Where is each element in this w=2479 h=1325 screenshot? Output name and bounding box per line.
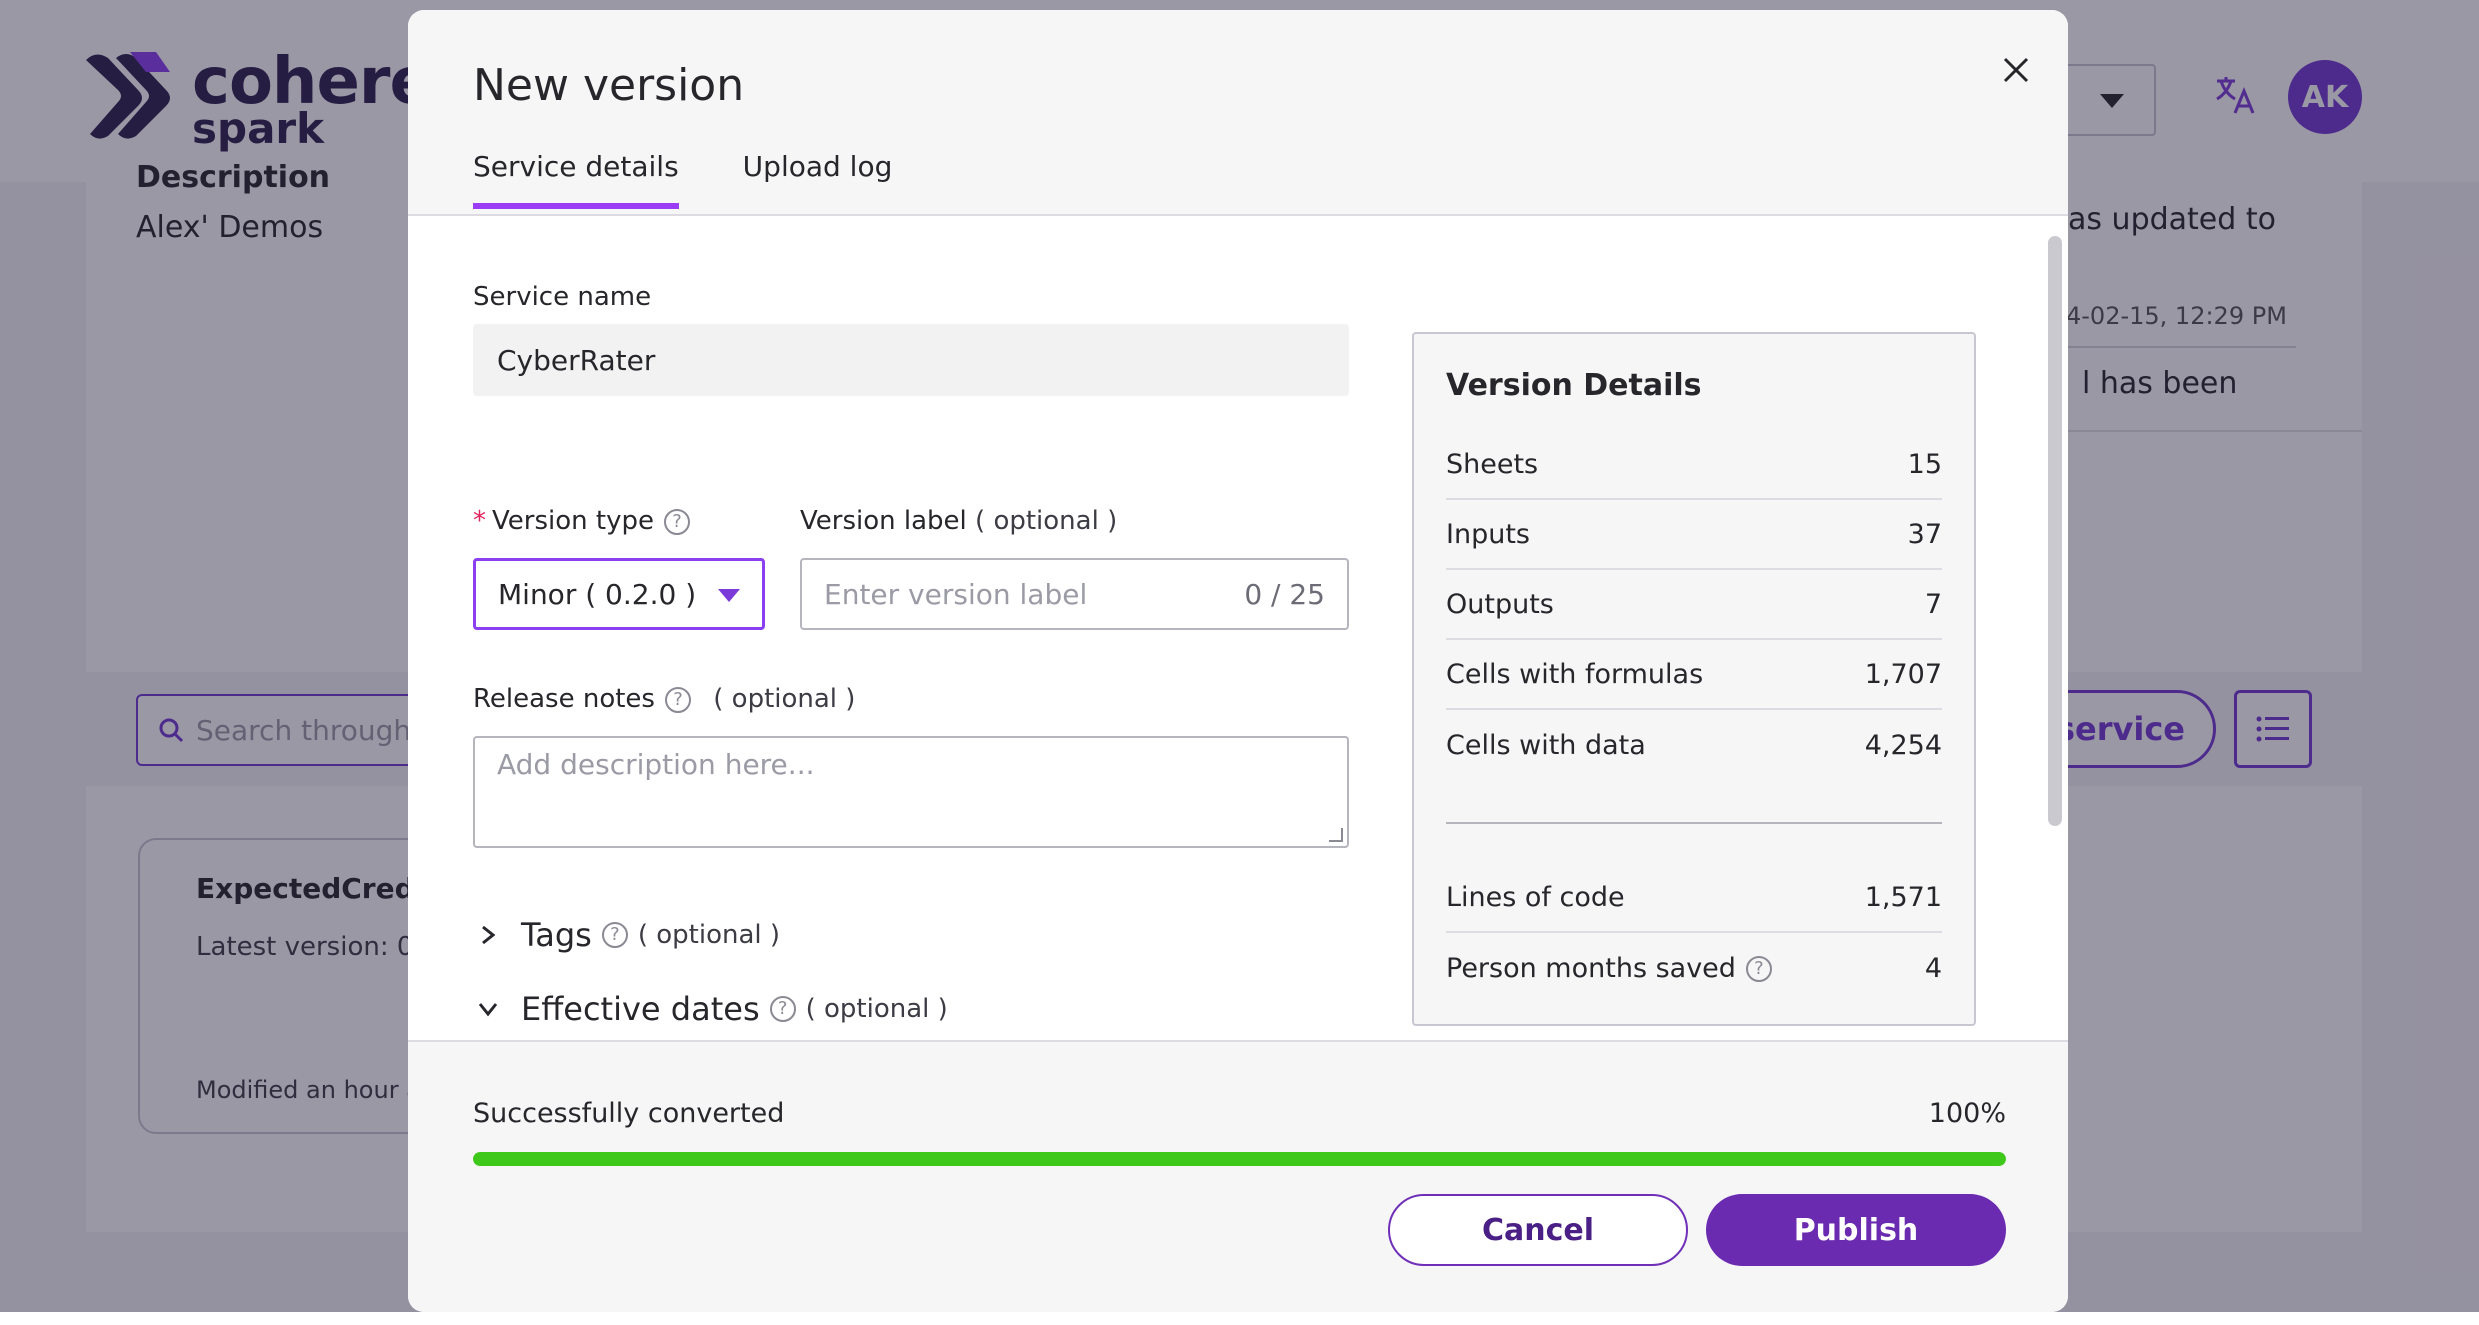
- detail-value: 1,707: [1864, 658, 1942, 690]
- publish-button[interactable]: Publish: [1706, 1194, 2006, 1266]
- version-type-select[interactable]: Minor ( 0.2.0 ): [473, 558, 765, 630]
- help-icon[interactable]: ?: [1745, 956, 1772, 982]
- detail-row-inputs: Inputs 37: [1446, 500, 1942, 570]
- version-type-label: Version type: [492, 506, 654, 536]
- cohere-logo-icon: [86, 52, 170, 139]
- tags-section-toggle[interactable]: Tags? ( optional ): [473, 916, 780, 954]
- dialog-footer: Successfully converted 100% Cancel Publi…: [408, 1040, 2068, 1312]
- version-details-panel: Version Details Sheets 15 Inputs 37 Outp…: [1412, 332, 1976, 1026]
- service-name-label: Service name: [473, 282, 652, 312]
- detail-value: 15: [1907, 448, 1942, 480]
- version-label-field[interactable]: Enter version label 0 / 25: [800, 558, 1349, 630]
- resize-handle-icon[interactable]: [1329, 828, 1343, 842]
- detail-row-lines-of-code: Lines of code 1,571: [1446, 863, 1942, 933]
- detail-label: Lines of code: [1446, 881, 1625, 913]
- logo-sub-text: spark: [192, 104, 325, 153]
- activity-text-2: l has been: [2082, 366, 2238, 401]
- help-icon[interactable]: ?: [664, 686, 691, 713]
- dialog-title: New version: [473, 60, 745, 111]
- search-icon: [159, 718, 184, 743]
- detail-row-outputs: Outputs 7: [1446, 570, 1942, 640]
- release-notes-label: Release notes: [473, 684, 655, 714]
- version-label-label: Version label: [800, 506, 967, 536]
- detail-value: 1,571: [1864, 881, 1942, 913]
- dialog-body: Service name CyberRater * Version type? M…: [408, 216, 2068, 1050]
- close-icon: [2003, 57, 2029, 83]
- detail-label: Cells with data: [1446, 729, 1646, 761]
- optional-text: ( optional ): [975, 506, 1118, 536]
- help-icon[interactable]: ?: [663, 508, 690, 535]
- conversion-percent: 100%: [1928, 1098, 2006, 1129]
- section-divider: [1980, 430, 2362, 432]
- dialog-header: New version Service details Upload log: [408, 10, 2068, 216]
- activity-timestamp: 4-02-15, 12:29 PM: [2066, 302, 2287, 330]
- close-button[interactable]: [1992, 46, 2040, 94]
- detail-value: 37: [1907, 518, 1942, 550]
- cancel-button[interactable]: Cancel: [1388, 1194, 1688, 1266]
- search-placeholder: Search through s: [196, 713, 435, 747]
- tab-service-details[interactable]: Service details: [473, 150, 679, 209]
- detail-row-sheets: Sheets 15: [1446, 430, 1942, 500]
- user-avatar[interactable]: AK: [2288, 60, 2362, 134]
- chevron-down-icon: [473, 994, 503, 1024]
- optional-text: ( optional ): [805, 994, 948, 1024]
- service-tile-title: ExpectedCredit: [196, 872, 438, 905]
- detail-label: Outputs: [1446, 588, 1554, 620]
- effective-dates-label: Effective dates: [521, 990, 760, 1028]
- detail-row-cells-with-data: Cells with data 4,254: [1446, 710, 1942, 780]
- service-tile-modified: Modified an hour a: [196, 1076, 421, 1104]
- chevron-right-icon: [473, 920, 503, 950]
- character-counter: 0 / 25: [1244, 577, 1325, 611]
- service-tile-version: Latest version: 0.: [196, 932, 422, 962]
- version-label-placeholder: Enter version label: [824, 577, 1088, 611]
- detail-label: Inputs: [1446, 518, 1530, 550]
- detail-label: Cells with formulas: [1446, 658, 1704, 690]
- details-separator: [1446, 822, 1942, 824]
- required-marker: *: [473, 506, 486, 536]
- cohere-spark-logo[interactable]: cohere spark: [86, 45, 433, 153]
- version-type-value: Minor ( 0.2.0 ): [498, 577, 697, 611]
- version-label-label-row: Version label ( optional ): [800, 506, 1117, 536]
- activity-divider: [2066, 346, 2296, 348]
- detail-row-cells-with-formulas: Cells with formulas 1,707: [1446, 640, 1942, 710]
- release-notes-label-row: Release notes? ( optional ): [473, 684, 855, 714]
- translate-icon[interactable]: [2200, 60, 2270, 130]
- dialog-tabs: Service details Upload log: [473, 150, 956, 209]
- effective-dates-section-toggle[interactable]: Effective dates? ( optional ): [473, 990, 948, 1028]
- version-details-title: Version Details: [1446, 368, 1702, 403]
- detail-value: 4: [1924, 952, 1942, 984]
- optional-text: ( optional ): [713, 684, 856, 714]
- window-bottom-strip: [0, 1312, 2479, 1325]
- activity-text-1: as updated to: [2068, 202, 2276, 237]
- help-icon[interactable]: ?: [601, 922, 628, 948]
- help-icon[interactable]: ?: [769, 996, 796, 1022]
- logo-brand-text: cohere: [192, 45, 433, 119]
- version-type-label-row: * Version type?: [473, 506, 690, 536]
- dialog-scrollbar[interactable]: [2048, 236, 2062, 826]
- description-value: Alex' Demos: [136, 210, 324, 245]
- tab-upload-log[interactable]: Upload log: [742, 150, 893, 183]
- new-version-dialog: New version Service details Upload log S…: [408, 10, 2068, 1312]
- detail-label: Sheets: [1446, 448, 1539, 480]
- detail-row-person-months-saved: Person months saved? 4: [1446, 933, 1942, 1003]
- progress-fill: [473, 1152, 2006, 1166]
- conversion-progress-bar: [473, 1152, 2006, 1166]
- chevron-down-icon: [718, 589, 740, 602]
- tags-label: Tags: [521, 916, 592, 954]
- detail-value: 4,254: [1864, 729, 1942, 761]
- release-notes-textarea[interactable]: Add description here...: [473, 736, 1349, 848]
- detail-label: Person months saved: [1446, 952, 1736, 984]
- chevron-down-icon: [2100, 94, 2124, 108]
- service-name-field[interactable]: CyberRater: [473, 324, 1349, 396]
- detail-value: 7: [1924, 588, 1942, 620]
- optional-text: ( optional ): [637, 920, 781, 950]
- conversion-status: Successfully converted: [473, 1098, 785, 1129]
- release-notes-placeholder: Add description here...: [497, 748, 815, 781]
- translate-glyph-icon: [2216, 77, 2255, 114]
- description-label: Description: [136, 160, 331, 195]
- list-icon: [2256, 716, 2289, 742]
- list-view-button[interactable]: [2234, 690, 2312, 768]
